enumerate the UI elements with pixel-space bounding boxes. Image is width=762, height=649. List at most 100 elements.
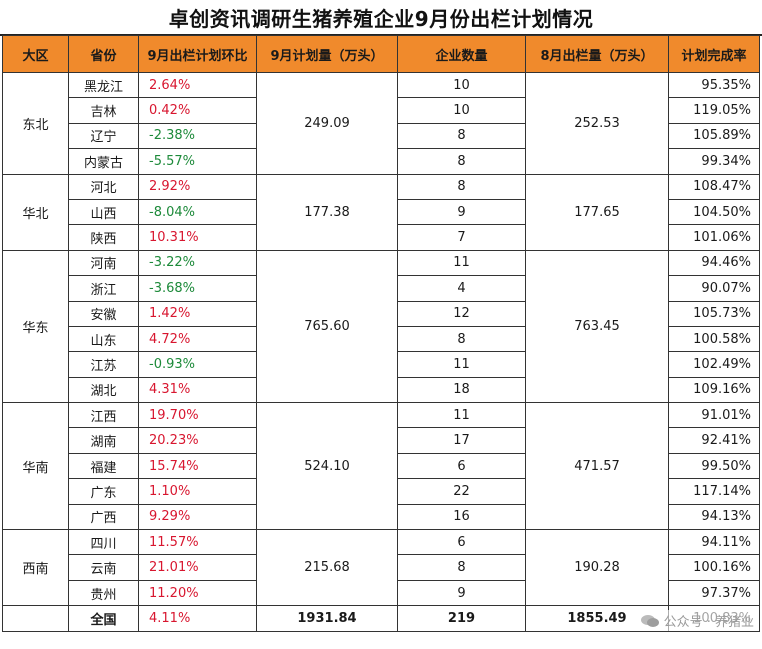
table-row: 贵州 11.20% 9 97.37% [3, 579, 760, 607]
table-row: 华东 河南 -3.22% 765.60 11 763.45 94.46% [2, 249, 760, 404]
rate-cell: 100.16% [668, 554, 760, 581]
province-cell: 辽宁 [68, 122, 139, 150]
rate-cell: 91.01% [668, 402, 760, 429]
rate-cell: 90.07% [668, 275, 760, 302]
count-cell: 17 [397, 427, 526, 454]
aug-cell: 190.28 [525, 529, 669, 607]
region-cell: 东北 [2, 72, 69, 175]
rate-cell: 104.50% [668, 198, 760, 226]
count-cell: 8 [397, 554, 526, 581]
rate-cell: 109.16% [668, 376, 760, 404]
count-cell: 11 [397, 402, 526, 429]
plan-cell: 524.10 [256, 402, 398, 531]
region-cell: 华南 [2, 402, 69, 531]
table-row: 西南 四川 11.57% 215.68 6 190.28 94.11% [2, 529, 760, 607]
header-count: 企业数量 [397, 35, 526, 73]
rate-cell: 119.05% [668, 97, 760, 124]
count-cell: 9 [397, 579, 526, 607]
plan-cell: 765.60 [256, 249, 398, 404]
aug-cell: 177.65 [525, 173, 669, 251]
count-cell: 22 [397, 478, 526, 505]
total-count: 219 [397, 605, 526, 632]
mom-cell: -5.57% [138, 148, 257, 175]
header-region: 大区 [2, 35, 69, 73]
table-row: 华北 河北 2.92% 177.38 8 177.65 108.47% [2, 173, 760, 251]
mom-cell: 4.72% [138, 325, 257, 353]
count-cell: 8 [397, 325, 526, 353]
mom-cell: -3.68% [138, 275, 257, 302]
rate-cell: 95.35% [668, 71, 760, 99]
mom-cell: 10.31% [138, 224, 257, 251]
province-cell: 浙江 [68, 275, 139, 302]
rate-cell: 102.49% [668, 351, 760, 378]
table-row: 辽宁 -2.38% 8 105.89% [3, 122, 760, 150]
count-cell: 4 [397, 275, 526, 302]
table-row: 吉林 0.42% 10 119.05% [3, 97, 760, 124]
mom-cell: 15.74% [138, 452, 257, 480]
table-header-row: 大区 省份 9月出栏计划环比 9月计划量（万头） 企业数量 8月出栏量（万头） … [2, 35, 760, 73]
mom-cell: 1.10% [138, 478, 257, 505]
plan-cell: 177.38 [256, 173, 398, 251]
count-cell: 12 [397, 300, 526, 327]
province-cell: 山西 [68, 198, 139, 226]
province-cell: 四川 [68, 529, 139, 556]
province-cell: 云南 [68, 554, 139, 581]
count-cell: 11 [397, 351, 526, 378]
mom-cell: -3.22% [138, 249, 257, 277]
table-row: 安徽 1.42% 12 105.73% [3, 300, 760, 327]
province-cell: 福建 [68, 452, 139, 480]
mom-cell: -8.04% [138, 198, 257, 226]
mom-cell: 9.29% [138, 503, 257, 531]
rate-cell: 108.47% [668, 173, 760, 200]
province-cell: 湖南 [68, 427, 139, 454]
rate-cell: 99.34% [668, 148, 760, 175]
rate-cell: 99.50% [668, 452, 760, 480]
count-cell: 16 [397, 503, 526, 531]
count-cell: 8 [397, 148, 526, 175]
mom-cell: 11.57% [138, 529, 257, 556]
table-row: 广东 1.10% 22 117.14% [3, 478, 760, 505]
plan-cell: 249.09 [256, 72, 398, 175]
province-cell: 吉林 [68, 97, 139, 124]
header-aug: 8月出栏量（万头） [525, 35, 669, 73]
region-cell: 华北 [2, 173, 69, 251]
province-cell: 安徽 [68, 300, 139, 327]
count-cell: 7 [397, 224, 526, 251]
province-cell: 广西 [68, 503, 139, 531]
province-cell: 河南 [68, 249, 139, 277]
province-cell: 广东 [68, 478, 139, 505]
header-province: 省份 [68, 35, 139, 73]
mom-cell: 19.70% [138, 402, 257, 429]
aug-cell: 471.57 [525, 402, 669, 531]
table-row: 广西 9.29% 16 94.13% [3, 503, 760, 531]
total-label: 全国 [68, 605, 139, 632]
province-cell: 江西 [68, 402, 139, 429]
count-cell: 8 [397, 122, 526, 150]
province-cell: 陕西 [68, 224, 139, 251]
mom-cell: 20.23% [138, 427, 257, 454]
mom-cell: -2.38% [138, 122, 257, 150]
rate-cell: 97.37% [668, 579, 760, 607]
province-cell: 黑龙江 [68, 71, 139, 99]
watermark-text: 公众号 · 养猪业 [663, 615, 754, 630]
total-mom: 4.11% [138, 605, 257, 632]
province-cell: 山东 [68, 325, 139, 353]
province-cell: 河北 [68, 173, 139, 200]
table-row: 湖南 20.23% 17 92.41% [3, 427, 760, 454]
rate-cell: 105.89% [668, 122, 760, 150]
mom-cell: 21.01% [138, 554, 257, 581]
header-mom: 9月出栏计划环比 [138, 35, 257, 73]
slaughter-plan-table: 大区 省份 9月出栏计划环比 9月计划量（万头） 企业数量 8月出栏量（万头） … [2, 35, 760, 632]
count-cell: 8 [397, 173, 526, 200]
table-row: 浙江 -3.68% 4 90.07% [3, 275, 760, 302]
province-cell: 贵州 [68, 579, 139, 607]
rate-cell: 94.46% [668, 249, 760, 277]
rate-cell: 92.41% [668, 427, 760, 454]
wechat-watermark: 公众号 · 养猪业 [635, 610, 758, 631]
table-row: 陕西 10.31% 7 101.06% [3, 224, 760, 251]
count-cell: 10 [397, 97, 526, 124]
mom-cell: 1.42% [138, 300, 257, 327]
table-row: 东北 黑龙江 2.64% 249.09 10 252.53 95.35% [2, 71, 760, 175]
aug-cell: 763.45 [525, 249, 669, 404]
